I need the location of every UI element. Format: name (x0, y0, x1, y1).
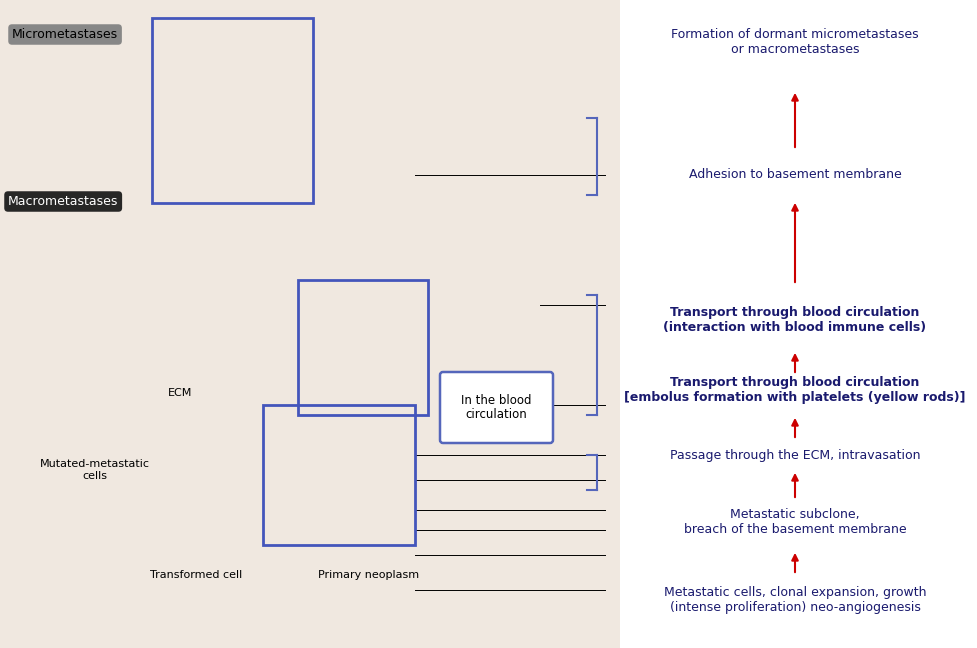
FancyBboxPatch shape (440, 372, 552, 443)
Text: Adhesion to basement membrane: Adhesion to basement membrane (688, 168, 901, 181)
Text: ECM: ECM (168, 388, 192, 398)
Text: Transformed cell: Transformed cell (149, 570, 242, 580)
Text: Metastatic cells, clonal expansion, growth
(intense proliferation) neo-angiogene: Metastatic cells, clonal expansion, grow… (663, 586, 925, 614)
Text: Transport through blood circulation
[embolus formation with platelets (yellow ro: Transport through blood circulation [emb… (623, 376, 964, 404)
Text: Transport through blood circulation
(interaction with blood immune cells): Transport through blood circulation (int… (662, 306, 925, 334)
Bar (0, 0, 619, 648)
Text: Primary neoplasm: Primary neoplasm (318, 570, 419, 580)
Text: Macrometastases: Macrometastases (8, 195, 118, 208)
Text: Formation of dormant micrometastases
or macrometastases: Formation of dormant micrometastases or … (670, 28, 917, 56)
Text: Metastatic subclone,
breach of the basement membrane: Metastatic subclone, breach of the basem… (683, 508, 906, 536)
Text: Passage through the ECM, intravasation: Passage through the ECM, intravasation (669, 448, 919, 461)
Text: Mutated-metastatic
cells: Mutated-metastatic cells (40, 459, 149, 481)
Bar (151, 18, 313, 203)
Bar (263, 405, 414, 545)
Text: Micrometastases: Micrometastases (12, 28, 118, 41)
Bar (298, 280, 428, 415)
Text: In the blood
circulation: In the blood circulation (461, 393, 531, 421)
